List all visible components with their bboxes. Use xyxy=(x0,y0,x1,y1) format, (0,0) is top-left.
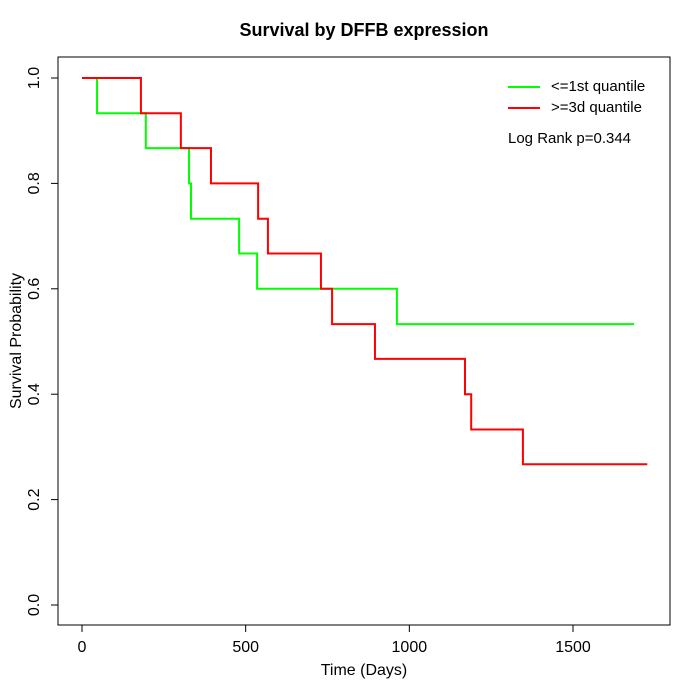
y-tick-label: 0.0 xyxy=(26,594,43,616)
x-tick-label: 1000 xyxy=(392,639,428,656)
legend-line-red xyxy=(508,106,540,109)
x-tick-label: 500 xyxy=(232,639,259,656)
log-rank-pvalue: Log Rank p=0.344 xyxy=(508,130,632,147)
y-axis-label: Survival Probability xyxy=(8,272,25,410)
y-tick-label: 0.4 xyxy=(26,383,43,405)
legend-item-high-expression: >=3d quantile xyxy=(508,97,645,118)
y-tick-label: 0.6 xyxy=(26,278,43,300)
plot-box xyxy=(57,56,671,626)
survival-curve xyxy=(82,77,648,466)
legend: <=1st quantile >=3d quantile Log Rank p=… xyxy=(508,76,645,147)
legend-line-green xyxy=(508,85,540,88)
y-tick-label: 1.0 xyxy=(26,67,43,89)
legend-label-high: >=3d quantile xyxy=(551,99,642,116)
y-tick-label: 0.2 xyxy=(26,488,43,510)
x-axis-label: Time (Days) xyxy=(320,662,408,679)
y-tick-label: 0.8 xyxy=(26,172,43,194)
legend-label-low: <=1st quantile xyxy=(551,78,646,95)
chart-title: Survival by DFFB expression xyxy=(239,20,489,40)
x-tick-label: 1500 xyxy=(555,639,591,656)
legend-item-low-expression: <=1st quantile xyxy=(508,76,645,97)
x-tick-label: 0 xyxy=(78,639,87,656)
